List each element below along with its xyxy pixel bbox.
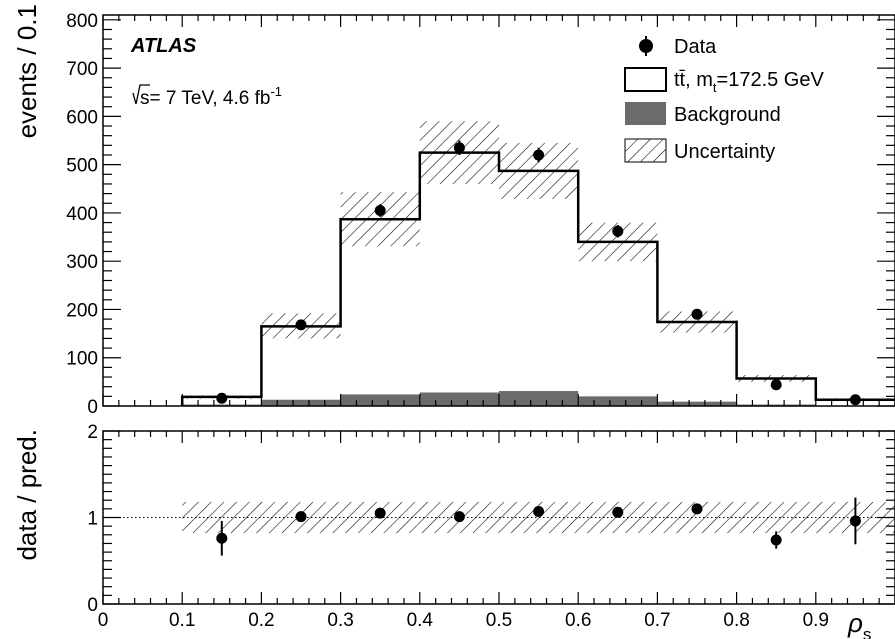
- background-bar: [340, 394, 420, 406]
- legend-signal-prefix: tt̄, m: [674, 69, 713, 91]
- y-tick-label: 100: [66, 349, 98, 370]
- background-bar: [578, 396, 658, 406]
- signal-histogram-outline: [180, 151, 895, 406]
- ratio-y-tick-label: 2: [87, 422, 98, 443]
- x-tick-label: 0.4: [407, 610, 434, 631]
- ratio-point: [612, 506, 624, 518]
- ratio-point: [374, 507, 386, 519]
- x-tick-label: 0.5: [486, 610, 512, 631]
- legend-signal-subscript: t: [713, 80, 717, 95]
- data-point: [770, 379, 782, 391]
- data-point: [849, 394, 861, 406]
- data-point: [374, 205, 386, 216]
- ratio-panel: 0 1 2 0 0.1 0.2 0.3 0.4 0.5 0.6 0.7 0.8 0.9 data / …: [12, 422, 895, 639]
- data-point: [453, 142, 465, 154]
- ratio-point: [453, 511, 465, 523]
- legend-entry-data: Data: [639, 36, 717, 58]
- data-point: [216, 392, 228, 404]
- atlas-label: ATLAS: [130, 35, 197, 57]
- data-point: [691, 308, 703, 320]
- y-tick-label: 300: [66, 252, 98, 273]
- legend-signal-suffix: =172.5 GeV: [717, 69, 825, 91]
- y-tick-label: 0: [87, 397, 98, 418]
- legend-background-swatch: [625, 102, 666, 125]
- energy-text: s= 7 TeV, 4.6 fb-1: [140, 84, 282, 109]
- background-bar: [499, 391, 579, 406]
- legend-uncertainty-swatch: [624, 138, 667, 163]
- main-panel: 0 100 200 300 400 500 600 700 800 events / 0.1 A…: [12, 4, 895, 418]
- ratio-data-points: [216, 497, 861, 556]
- legend-entry-uncertainty: Uncertainty: [624, 138, 775, 163]
- legend-data-label: Data: [674, 36, 717, 58]
- legend-background-label: Background: [674, 104, 781, 126]
- background-bar: [657, 401, 737, 406]
- energy-label: s= 7 TeV, 4.6 fb-1: [132, 84, 282, 109]
- data-point: [533, 149, 545, 161]
- legend: Data tt̄, mt=172.5 GeV Background Uncert…: [624, 36, 824, 163]
- energy-superscript: -1: [270, 84, 282, 99]
- main-axis-ticks: [102, 15, 895, 407]
- ratio-point: [770, 534, 782, 546]
- ratio-y-tick-labels: 0 1 2: [87, 422, 98, 616]
- legend-entry-background: Background: [625, 102, 781, 126]
- data-points: [216, 140, 861, 406]
- ratio-point: [849, 515, 861, 527]
- ratio-y-tick-label: 0: [87, 595, 98, 616]
- x-tick-label: 0.3: [327, 610, 353, 631]
- x-tick-label: 0.7: [644, 610, 670, 631]
- x-axis-title-main: ρ: [847, 608, 863, 638]
- main-y-tick-labels: 0 100 200 300 400 500 600 700 800: [66, 11, 98, 418]
- ratio-axis-ticks: [102, 430, 895, 605]
- x-tick-label: 0: [98, 610, 109, 631]
- x-tick-label: 0.2: [248, 610, 274, 631]
- y-tick-label: 200: [66, 300, 98, 321]
- data-point: [612, 225, 624, 237]
- x-axis-title: ρs: [847, 608, 871, 639]
- legend-signal-label: tt̄, mt=172.5 GeV: [674, 69, 824, 95]
- uncertainty-bands: [182, 121, 895, 402]
- ratio-point: [295, 511, 307, 523]
- x-tick-labels: 0 0.1 0.2 0.3 0.4 0.5 0.6 0.7 0.8 0.9: [98, 610, 829, 631]
- y-tick-label: 800: [66, 11, 98, 32]
- x-axis-title-subscript: s: [863, 625, 872, 639]
- ratio-y-axis-title: data / pred.: [12, 429, 42, 561]
- background-bars: [182, 391, 895, 406]
- x-tick-label: 0.8: [723, 610, 749, 631]
- ratio-y-tick-label: 1: [87, 509, 98, 530]
- x-tick-label: 0.9: [803, 610, 829, 631]
- y-tick-label: 600: [66, 107, 98, 128]
- sqrt-symbol: [132, 84, 150, 105]
- y-tick-label: 400: [66, 204, 98, 225]
- ratio-point: [216, 532, 228, 544]
- ratio-point: [533, 505, 545, 517]
- x-tick-label: 0.1: [169, 610, 195, 631]
- x-tick-label: 0.6: [565, 610, 591, 631]
- data-point: [295, 319, 307, 331]
- background-bar: [419, 392, 499, 406]
- legend-uncertainty-label: Uncertainty: [674, 141, 775, 163]
- background-bar: [261, 399, 341, 406]
- energy-main: s= 7 TeV, 4.6 fb: [140, 88, 270, 109]
- legend-signal-swatch: [624, 67, 667, 92]
- legend-entry-signal: tt̄, mt=172.5 GeV: [624, 67, 824, 95]
- ratio-point: [691, 503, 703, 515]
- y-tick-label: 700: [66, 59, 98, 80]
- main-y-axis-title: events / 0.1: [12, 4, 42, 138]
- y-tick-label: 500: [66, 156, 98, 177]
